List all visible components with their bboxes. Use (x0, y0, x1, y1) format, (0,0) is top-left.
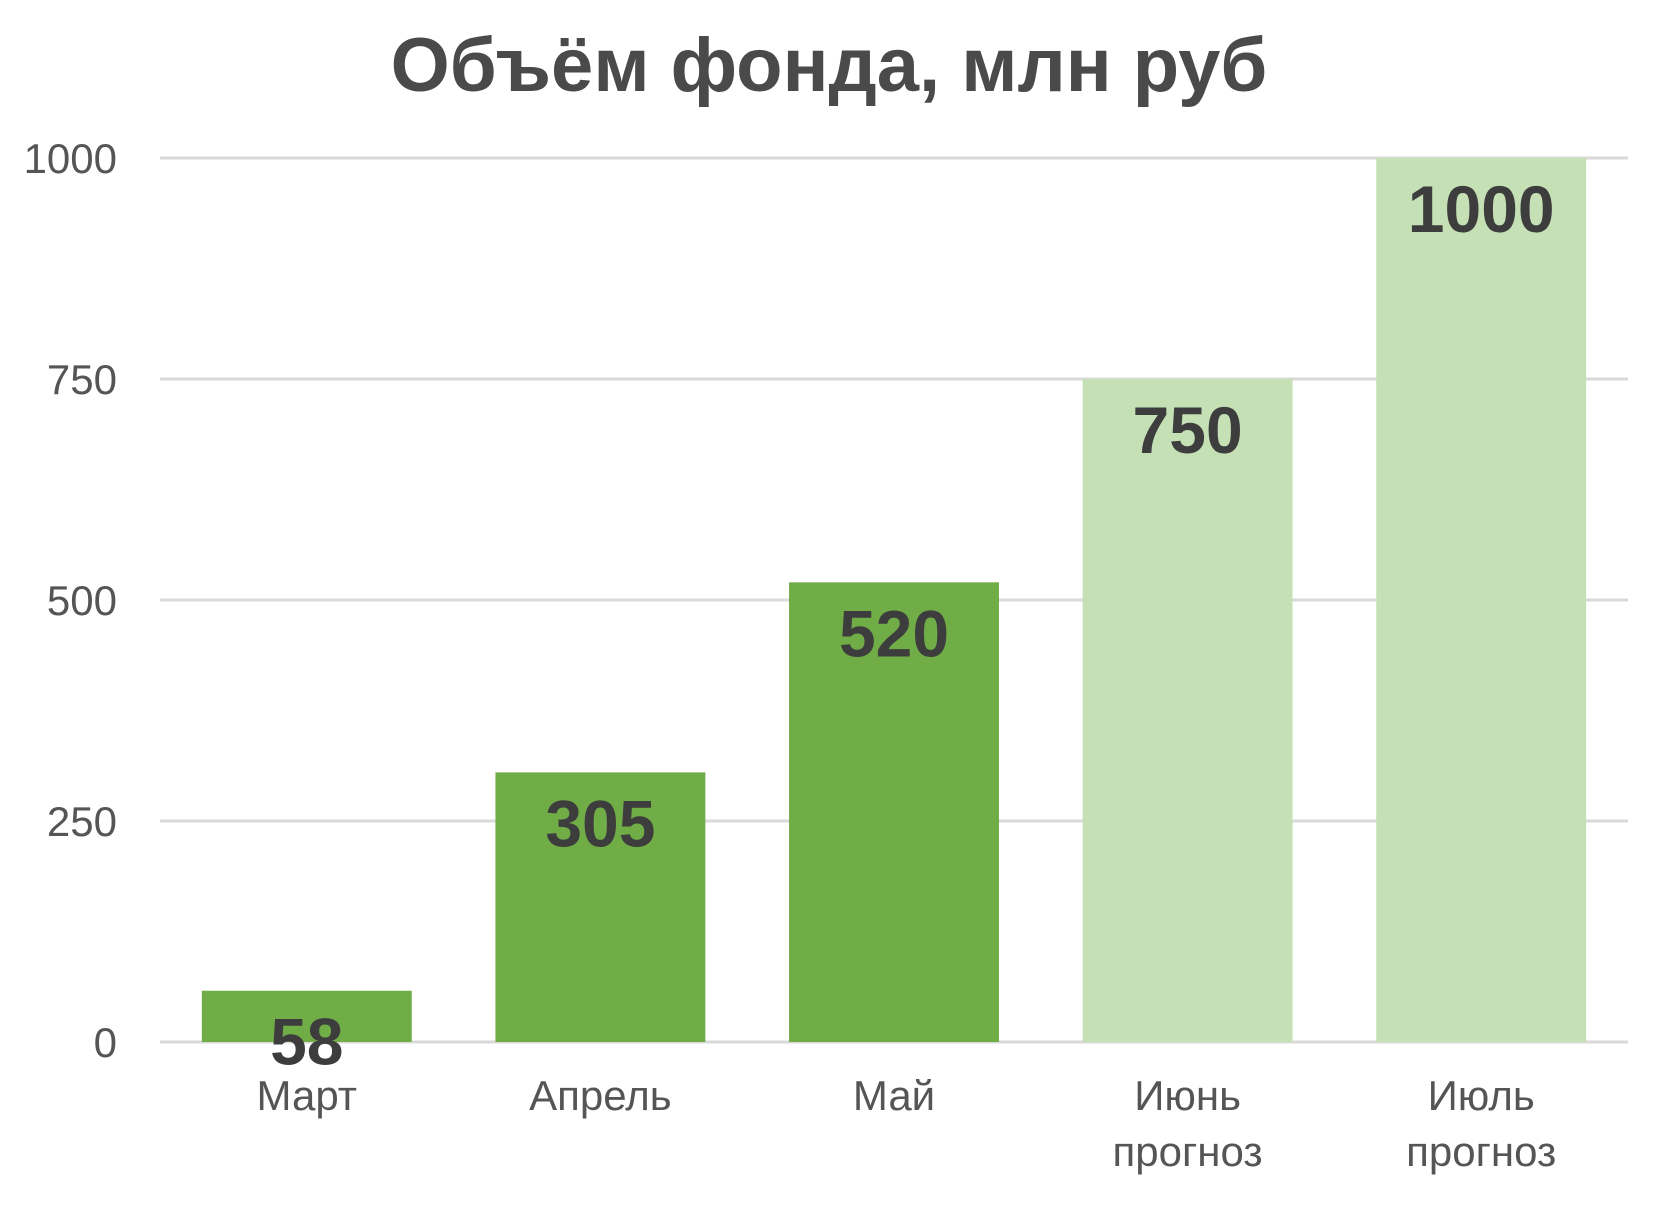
data-label: 520 (839, 596, 949, 670)
x-tick-label-line: Апрель (529, 1072, 671, 1119)
x-tick-label-line: прогноз (1113, 1128, 1263, 1175)
data-label: 305 (545, 786, 655, 860)
x-tick-label-line: Июль (1428, 1072, 1535, 1119)
y-tick-label: 500 (47, 577, 117, 624)
x-tick-label: Апрель (529, 1072, 671, 1119)
x-tick-label: Май (853, 1072, 935, 1119)
x-tick-label: Июль прогноз (1406, 1072, 1556, 1175)
bar (495, 772, 706, 1042)
x-tick-label-line: Июнь (1134, 1072, 1241, 1119)
x-tick-label-line: Март (257, 1072, 358, 1119)
y-tick-label: 0 (94, 1019, 117, 1066)
y-tick-label: 1000 (24, 135, 117, 182)
x-tick-label: Июнь прогноз (1113, 1072, 1263, 1175)
data-label: 58 (270, 1005, 343, 1079)
x-tick-label: Март (257, 1072, 358, 1119)
y-tick-label: 750 (47, 356, 117, 403)
bar (201, 990, 412, 1042)
bar (1376, 158, 1587, 1042)
x-tick-label-line: Май (853, 1072, 935, 1119)
bar (1082, 379, 1293, 1042)
bar (789, 582, 999, 1042)
data-label: 750 (1133, 393, 1243, 467)
data-label: 1000 (1408, 172, 1555, 246)
x-tick-label-line: прогноз (1406, 1128, 1556, 1175)
chart-title: Объём фонда, млн руб (390, 23, 1268, 108)
y-tick-label: 250 (47, 798, 117, 845)
